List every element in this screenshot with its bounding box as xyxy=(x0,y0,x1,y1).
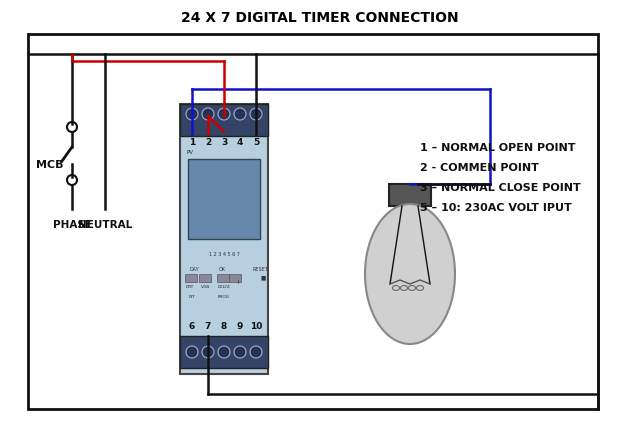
Circle shape xyxy=(250,109,262,121)
Text: V-SS: V-SS xyxy=(202,284,211,288)
Text: DAY: DAY xyxy=(189,267,199,272)
Text: NEUTRAL: NEUTRAL xyxy=(78,219,132,230)
Text: OK: OK xyxy=(218,267,225,272)
Ellipse shape xyxy=(365,204,455,344)
Text: MCB: MCB xyxy=(36,160,64,170)
Text: 24 X 7 DIGITAL TIMER CONNECTION: 24 X 7 DIGITAL TIMER CONNECTION xyxy=(181,11,459,25)
Text: 10: 10 xyxy=(250,322,262,331)
Text: DELYZ: DELYZ xyxy=(218,284,230,288)
Bar xyxy=(28,35,598,409)
Text: 2: 2 xyxy=(205,138,211,147)
Circle shape xyxy=(218,346,230,358)
Text: PROG: PROG xyxy=(218,294,230,298)
Bar xyxy=(217,274,229,282)
Text: I: I xyxy=(237,280,239,285)
Circle shape xyxy=(186,109,198,121)
Text: 3 – NORMAL CLOSE POINT: 3 – NORMAL CLOSE POINT xyxy=(420,183,580,193)
Text: 8: 8 xyxy=(221,322,227,331)
Circle shape xyxy=(186,346,198,358)
Text: PHASE: PHASE xyxy=(52,219,92,230)
Text: 1 2 3 4 5 6 7: 1 2 3 4 5 6 7 xyxy=(209,252,239,257)
Bar xyxy=(180,336,268,368)
Text: 1 – NORMAL OPEN POINT: 1 – NORMAL OPEN POINT xyxy=(420,143,575,153)
Circle shape xyxy=(202,346,214,358)
Text: 7: 7 xyxy=(205,322,211,331)
Circle shape xyxy=(218,109,230,121)
Text: DRY: DRY xyxy=(186,284,194,288)
Text: PV: PV xyxy=(186,150,193,155)
Text: 4: 4 xyxy=(237,138,243,147)
Bar xyxy=(229,274,241,282)
Text: 5: 5 xyxy=(253,138,259,147)
Circle shape xyxy=(234,346,246,358)
Text: 9: 9 xyxy=(237,322,243,331)
Bar xyxy=(185,274,197,282)
Bar xyxy=(188,160,260,239)
Text: INT: INT xyxy=(189,294,195,298)
Circle shape xyxy=(250,346,262,358)
Text: 2 - COMMEN POINT: 2 - COMMEN POINT xyxy=(420,163,539,173)
Circle shape xyxy=(234,109,246,121)
Text: ■: ■ xyxy=(260,275,266,280)
Bar xyxy=(199,274,211,282)
Text: 1: 1 xyxy=(189,138,195,147)
Circle shape xyxy=(202,109,214,121)
Bar xyxy=(389,184,431,207)
Text: 6: 6 xyxy=(189,322,195,331)
Text: 5 – 10: 230AC VOLT IPUT: 5 – 10: 230AC VOLT IPUT xyxy=(420,202,572,213)
Bar xyxy=(180,105,268,137)
Bar xyxy=(180,105,268,374)
Text: 3: 3 xyxy=(221,138,227,147)
Text: RESET: RESET xyxy=(252,267,268,272)
